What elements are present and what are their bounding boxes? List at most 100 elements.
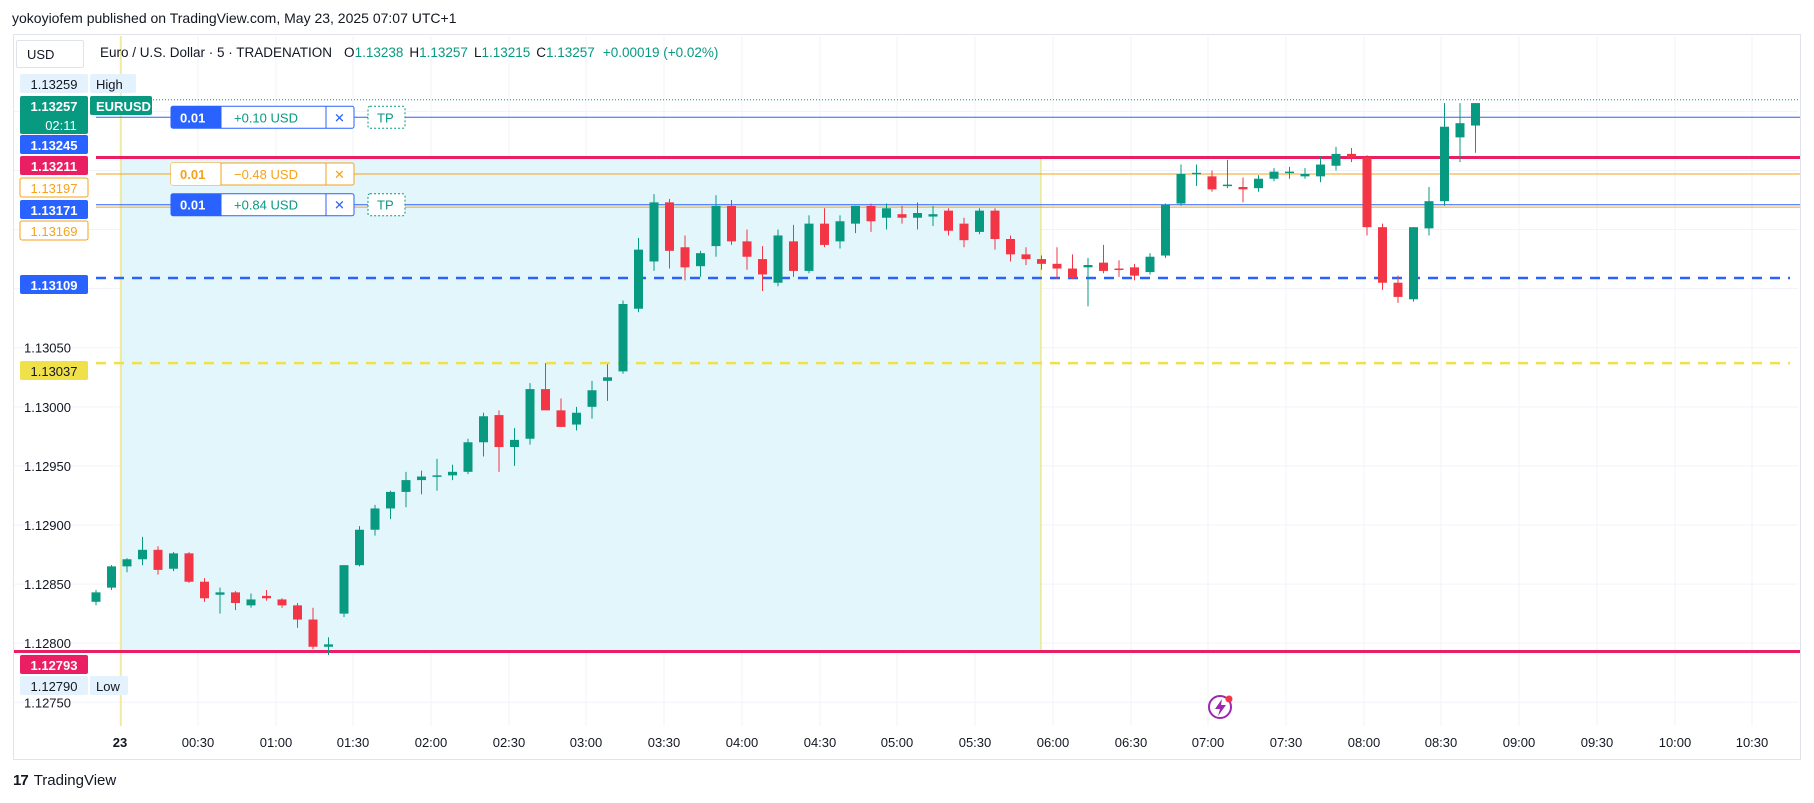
price-label: 1.13171: [20, 200, 88, 219]
candle: [851, 205, 860, 234]
candle: [1223, 159, 1232, 189]
candle-body: [525, 389, 535, 439]
candle-body: [1347, 153, 1356, 158]
order-panel[interactable]: 0.01 −0.48 USD ✕: [170, 162, 355, 186]
candle: [959, 217, 969, 248]
candle: [975, 208, 984, 235]
candle-body: [246, 599, 256, 606]
price-tick-label: 1.12950: [24, 459, 71, 474]
price-tag-text: High: [96, 77, 123, 92]
price-tick-label: 1.12850: [24, 577, 71, 592]
candle: [494, 410, 504, 472]
price-label: 1.13169: [19, 220, 89, 241]
candle: [1254, 175, 1263, 192]
candle: [634, 237, 643, 313]
order-qty[interactable]: 0.01: [180, 110, 205, 125]
price-label: 1.13245: [20, 135, 88, 154]
candle: [122, 558, 132, 573]
candle: [1269, 168, 1279, 182]
candle-body: [711, 205, 721, 247]
candle-body: [370, 508, 380, 530]
candle: [773, 229, 783, 287]
price-label-bg: [20, 275, 88, 294]
price-label-text: 1.13197: [31, 181, 78, 196]
order-qty-box[interactable]: [171, 193, 221, 216]
footer-brand[interactable]: 17 TradingView: [13, 772, 116, 789]
candle: [820, 208, 829, 248]
candle: [1378, 223, 1387, 290]
candle-body: [975, 210, 984, 232]
currency-selector[interactable]: USD: [16, 40, 84, 68]
change-value: +0.00019 (+0.02%): [602, 45, 719, 60]
candle-body: [773, 235, 783, 283]
order-pnl: −0.48 USD: [234, 167, 298, 182]
candle-body: [742, 241, 752, 257]
candle: [944, 208, 953, 236]
candle: [665, 198, 674, 269]
order-qty-box[interactable]: [171, 163, 221, 185]
candle: [1130, 263, 1139, 281]
candle-body: [1331, 153, 1341, 166]
symbol-title[interactable]: Euro / U.S. Dollar · 5 · TRADENATION: [100, 45, 333, 60]
tp-button[interactable]: [367, 193, 406, 217]
price-label-text: 1.12793: [31, 658, 78, 673]
order-panel[interactable]: 0.01 +0.10 USD ✕ TP: [170, 105, 406, 129]
order-qty-box[interactable]: [171, 106, 221, 129]
order-qty[interactable]: 0.01: [180, 198, 205, 213]
time-tick-label: 08:00: [1348, 735, 1381, 750]
candle-body: [1099, 262, 1108, 271]
time-tick-label: 10:00: [1659, 735, 1692, 750]
price-label: 1.13037: [20, 361, 88, 380]
candle-body: [1192, 172, 1201, 175]
close-key: C: [536, 45, 547, 60]
open-key: O: [344, 45, 355, 60]
close-order-icon[interactable]: ✕: [334, 167, 345, 182]
price-label: 1.12790 Low: [20, 676, 128, 695]
order-panel[interactable]: 0.01 +0.84 USD ✕ TP: [170, 193, 406, 217]
time-tick-label: 05:30: [959, 735, 992, 750]
candle-body: [1238, 187, 1248, 190]
price-label-text: 1.13259: [31, 77, 78, 92]
candle: [1161, 203, 1170, 258]
date-range-highlight[interactable]: [121, 157, 1041, 652]
candle: [913, 202, 922, 230]
price-label: 1.12793: [20, 655, 88, 674]
candle-body: [355, 529, 364, 566]
candle-body: [789, 241, 798, 271]
price-tick-label: 1.13000: [24, 400, 71, 415]
candle: [1347, 148, 1356, 163]
tp-label[interactable]: TP: [377, 198, 394, 213]
candle-body: [804, 223, 814, 271]
candle-body: [215, 592, 225, 595]
price-label-text: 1.13211: [31, 159, 77, 174]
tp-label[interactable]: TP: [377, 110, 394, 125]
candle-body: [866, 205, 876, 222]
price-tag-text: EURUSD: [96, 99, 151, 114]
publish-info: yokoyiofem published on TradingView.com,…: [12, 10, 457, 26]
candle-body: [1021, 254, 1031, 260]
candle-body: [494, 415, 504, 447]
candle-body: [649, 202, 659, 262]
currency-label: USD: [27, 46, 55, 62]
close-order-icon[interactable]: ✕: [334, 110, 345, 125]
candle: [1006, 235, 1015, 262]
candle: [1300, 168, 1310, 179]
order-qty[interactable]: 0.01: [180, 167, 205, 182]
candle-body: [1223, 184, 1232, 187]
tp-button[interactable]: [367, 105, 406, 129]
candle: [1471, 103, 1480, 153]
candle-body: [339, 565, 349, 614]
price-labels: 1.13259 High 1.13257 02:11 EURUSD 1.13245 1.13…: [19, 74, 152, 695]
candle: [1455, 103, 1465, 163]
candle-body: [727, 205, 736, 242]
candle-body: [1037, 259, 1046, 264]
lightning-icon[interactable]: [1208, 695, 1233, 719]
candle: [1192, 164, 1201, 186]
candle-body: [386, 491, 395, 509]
candle-body: [680, 247, 690, 268]
price-label-text: 1.13245: [31, 138, 78, 153]
price-tick-label: 1.13050: [24, 341, 71, 356]
close-order-icon[interactable]: ✕: [334, 198, 345, 213]
candle: [1114, 260, 1124, 277]
